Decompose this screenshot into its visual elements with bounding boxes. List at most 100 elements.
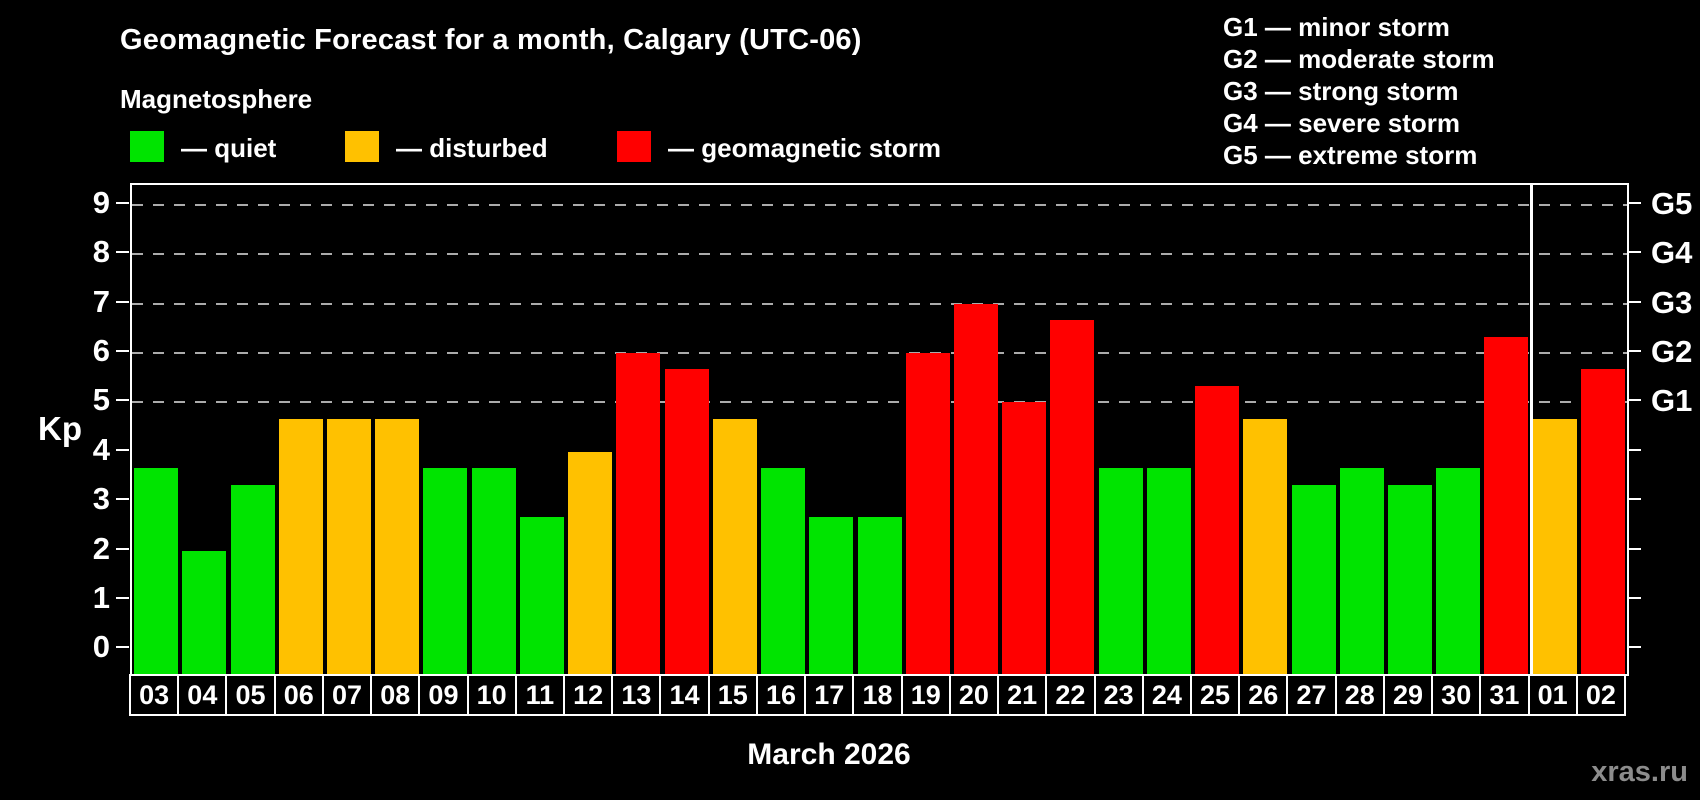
right-tick-8 xyxy=(1628,251,1641,254)
left-tick-9 xyxy=(116,201,129,204)
watermark-xras: xras.ru xyxy=(1591,756,1688,788)
g3-legend-line: G3 — strong storm xyxy=(1223,76,1459,106)
x-label-day-11: 11 xyxy=(514,674,566,716)
x-label-day-21: 21 xyxy=(997,674,1048,716)
left-tick-4 xyxy=(116,448,129,451)
y-tick-label-6: 6 xyxy=(92,332,110,368)
bar-day-25 xyxy=(1195,386,1240,674)
y-tick-label-5: 5 xyxy=(92,382,110,418)
left-tick-7 xyxy=(116,300,129,303)
bar-day-21 xyxy=(1002,402,1047,674)
x-label-day-15: 15 xyxy=(707,674,758,716)
x-label-day-07: 07 xyxy=(321,674,373,716)
x-label-day-04: 04 xyxy=(177,674,228,716)
storm-legend-swatch xyxy=(617,131,651,162)
x-label-day-20: 20 xyxy=(948,674,1000,716)
bar-day-16 xyxy=(761,468,806,674)
bar-day-06 xyxy=(278,418,323,674)
bar-day-03 xyxy=(134,468,179,674)
y-tick-label-1: 1 xyxy=(92,579,110,615)
g5-legend-line: G5 — extreme storm xyxy=(1223,140,1478,170)
gridline-kp-9 xyxy=(132,203,1627,206)
bar-day-12 xyxy=(568,451,613,674)
gridline-kp-7 xyxy=(132,302,1627,305)
bar-day-31 xyxy=(1484,336,1529,674)
x-label-day-29: 29 xyxy=(1382,674,1434,716)
x-label-day-19: 19 xyxy=(900,674,951,716)
bar-day-11 xyxy=(519,517,564,674)
right-tick-9 xyxy=(1628,201,1641,204)
x-label-day-25: 25 xyxy=(1189,674,1241,716)
x-label-day-23: 23 xyxy=(1093,674,1144,716)
bar-day-13 xyxy=(616,352,661,674)
right-tick-5 xyxy=(1628,399,1641,402)
bar-day-30 xyxy=(1436,468,1481,674)
bar-day-19 xyxy=(905,352,950,674)
x-label-day-09: 09 xyxy=(418,674,469,716)
bar-day-29 xyxy=(1387,484,1432,674)
bar-day-05 xyxy=(230,484,275,674)
x-label-day-18: 18 xyxy=(852,674,903,716)
y-tick-label-9: 9 xyxy=(92,184,110,220)
month-separator-line xyxy=(1529,185,1533,674)
x-label-day-24: 24 xyxy=(1141,674,1192,716)
x-label-day-27: 27 xyxy=(1286,674,1337,716)
x-label-day-17: 17 xyxy=(804,674,855,716)
x-label-day-03: 03 xyxy=(129,674,180,716)
right-axis-label-g2: G2 xyxy=(1651,333,1693,369)
bar-day-08 xyxy=(375,418,420,674)
bar-day-02 xyxy=(1580,369,1625,674)
right-tick-2 xyxy=(1628,547,1641,550)
bar-day-23 xyxy=(1098,468,1143,674)
x-label-day-30: 30 xyxy=(1431,674,1482,716)
bar-day-10 xyxy=(471,468,516,674)
gridline-kp-5 xyxy=(132,401,1627,404)
chart-plot-area xyxy=(130,183,1629,676)
right-axis-label-g4: G4 xyxy=(1651,235,1693,271)
right-axis-label-g3: G3 xyxy=(1651,284,1693,320)
x-label-day-05: 05 xyxy=(225,674,276,716)
right-tick-3 xyxy=(1628,498,1641,501)
bar-day-18 xyxy=(857,517,902,674)
bar-day-27 xyxy=(1291,484,1336,674)
gridline-kp-6 xyxy=(132,351,1627,354)
x-label-day-02: 02 xyxy=(1575,674,1626,716)
left-tick-6 xyxy=(116,349,129,352)
left-tick-8 xyxy=(116,251,129,254)
bar-day-28 xyxy=(1339,468,1384,674)
x-label-day-16: 16 xyxy=(755,674,807,716)
quiet-legend-label: — quiet xyxy=(181,133,277,163)
left-tick-3 xyxy=(116,498,129,501)
x-label-day-13: 13 xyxy=(611,674,662,716)
left-tick-2 xyxy=(116,547,129,550)
right-tick-0 xyxy=(1628,646,1641,649)
x-label-day-12: 12 xyxy=(563,674,614,716)
y-tick-label-3: 3 xyxy=(92,481,110,517)
right-tick-6 xyxy=(1628,349,1641,352)
bar-day-26 xyxy=(1243,418,1288,674)
right-tick-4 xyxy=(1628,448,1641,451)
bar-day-17 xyxy=(809,517,854,674)
quiet-legend-swatch xyxy=(130,131,164,162)
g4-legend-line: G4 — severe storm xyxy=(1223,108,1461,138)
x-label-day-01: 01 xyxy=(1527,674,1578,716)
left-tick-0 xyxy=(116,646,129,649)
x-label-day-14: 14 xyxy=(659,674,710,716)
storm-legend-label: — geomagnetic storm xyxy=(668,133,942,163)
x-label-day-08: 08 xyxy=(370,674,421,716)
y-axis-label-kp: Kp xyxy=(38,410,82,447)
x-label-day-28: 28 xyxy=(1334,674,1385,716)
y-tick-label-0: 0 xyxy=(92,629,110,665)
x-label-day-31: 31 xyxy=(1479,674,1530,716)
bar-day-04 xyxy=(182,550,227,674)
bar-day-15 xyxy=(712,418,757,674)
page-title: Geomagnetic Forecast for a month, Calgar… xyxy=(120,24,862,56)
x-label-day-06: 06 xyxy=(273,674,324,716)
bar-day-24 xyxy=(1146,468,1191,674)
x-label-day-26: 26 xyxy=(1238,674,1289,716)
bar-day-14 xyxy=(664,369,709,674)
x-axis-label-month: March 2026 xyxy=(747,738,911,771)
gridline-kp-8 xyxy=(132,253,1627,256)
y-tick-label-2: 2 xyxy=(92,530,110,566)
right-tick-1 xyxy=(1628,596,1641,599)
